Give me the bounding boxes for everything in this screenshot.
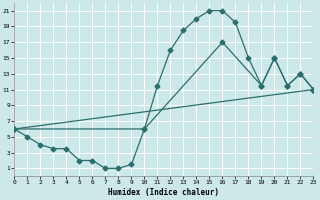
X-axis label: Humidex (Indice chaleur): Humidex (Indice chaleur) <box>108 188 220 197</box>
